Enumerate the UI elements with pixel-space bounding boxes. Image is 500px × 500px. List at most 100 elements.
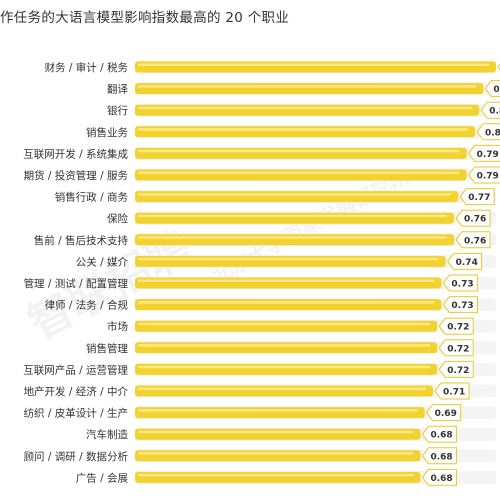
value-label-box [459,188,495,206]
bar-highlight [138,257,439,261]
bar-highlight [138,365,431,369]
bar-highlight [138,344,431,347]
bar-highlight [138,279,435,282]
value-label-box [447,252,483,270]
value-label: 0.68 [430,474,452,484]
value-label-box [438,360,474,378]
value-label: 0.68 [430,431,452,441]
bar-highlight [138,63,489,66]
bar-highlight [138,430,414,434]
bar-highlight [138,171,460,174]
bar-highlight [138,301,435,304]
value-label-box [467,166,500,184]
bar [135,169,467,181]
value-label-box [455,209,491,227]
category-label: 地产开发 / 经济 / 中介 [24,385,129,398]
bar [135,83,484,95]
bar [135,61,496,73]
value-label-box [438,317,474,335]
bar [135,234,455,246]
bar [135,277,442,289]
category-label: 律师 / 法务 / 合规 [45,299,129,312]
value-label-box [442,296,478,314]
category-label: 纺织 / 皮革设计 / 生产 [24,407,128,420]
category-label: 销售管理 [86,342,128,355]
category-label: 市场 [107,320,128,333]
value-label-box [421,447,457,465]
category-label: 顾问 / 调研 / 数据分析 [24,450,129,463]
category-label: 销售业务 [86,126,128,139]
bar [135,212,455,224]
value-label-box [421,425,457,443]
value-label-box [476,123,500,141]
bar-highlight [138,236,448,239]
value-label: 0.81 [485,128,500,138]
bar [135,126,476,138]
bar [135,471,421,483]
bar-highlight [138,106,473,110]
value-label-box [467,144,500,162]
category-label: 销售行政 / 商务 [55,191,129,204]
value-label-box [421,468,457,486]
value-label: 0.79 [477,150,499,160]
value-label: 0.77 [468,193,490,203]
value-label: 0.74 [456,258,478,268]
bar [135,385,434,397]
category-label: 银行 [107,104,128,117]
category-label: 互联网开发 / 系统集成 [23,147,128,160]
value-label-box [480,101,500,119]
category-label: 汽车制造 [86,428,128,441]
bar [135,104,480,116]
bar [135,299,442,311]
value-label: 0.69 [435,409,457,419]
bar-highlight [138,473,414,477]
bar-highlight [138,409,418,412]
value-label-box [455,231,491,249]
bar-highlight [138,387,427,390]
value-label-box [426,404,462,422]
bar [135,450,421,462]
category-label: 广告 / 会展 [76,471,129,484]
category-label: 公关 / 媒介 [76,255,129,268]
value-label: 0.76 [464,236,486,246]
bar [135,320,438,332]
value-label: 0.79 [477,172,499,182]
bar [135,147,467,159]
value-label: 0.73 [451,280,473,290]
value-label-box [484,80,500,98]
category-label: 期货 / 投资管理 / 服务 [24,169,129,182]
value-label: 0 [493,85,499,95]
bar-highlight [138,322,431,326]
category-label: 互联网产品 / 运营管理 [23,363,128,376]
value-label-box [434,382,470,400]
bar [135,407,425,419]
value-label: 0.72 [447,344,469,354]
value-label: 0.73 [451,301,473,311]
category-label: 财务 / 审计 / 税务 [45,61,129,74]
bar [135,363,438,375]
category-label: 翻译 [107,83,128,96]
value-label: 0.71 [443,388,465,398]
value-label: 0.72 [447,366,469,376]
category-label: 售前 / 售后技术支持 [34,234,129,247]
bar-highlight [138,85,477,88]
bar [135,255,446,267]
value-label-box [438,339,474,357]
bar [135,191,459,203]
bar [135,342,438,354]
chart-title: 作任务的大语言模型影响指数最高的 20 个职业 [0,10,290,26]
bar [135,428,421,440]
bar-highlight [138,214,448,218]
bar-highlight [138,193,452,196]
bar-highlight [138,128,469,131]
value-label: 0.76 [464,215,486,225]
value-label: 0.72 [447,323,469,333]
bar-highlight [138,452,414,455]
value-label: 0.68 [430,452,452,462]
value-label: 0.82 [489,107,500,117]
category-label: 管理 / 测试 / 配置管理 [24,277,129,290]
bar-highlight [138,149,460,153]
category-label: 保险 [107,212,128,225]
value-label-box [442,274,478,292]
